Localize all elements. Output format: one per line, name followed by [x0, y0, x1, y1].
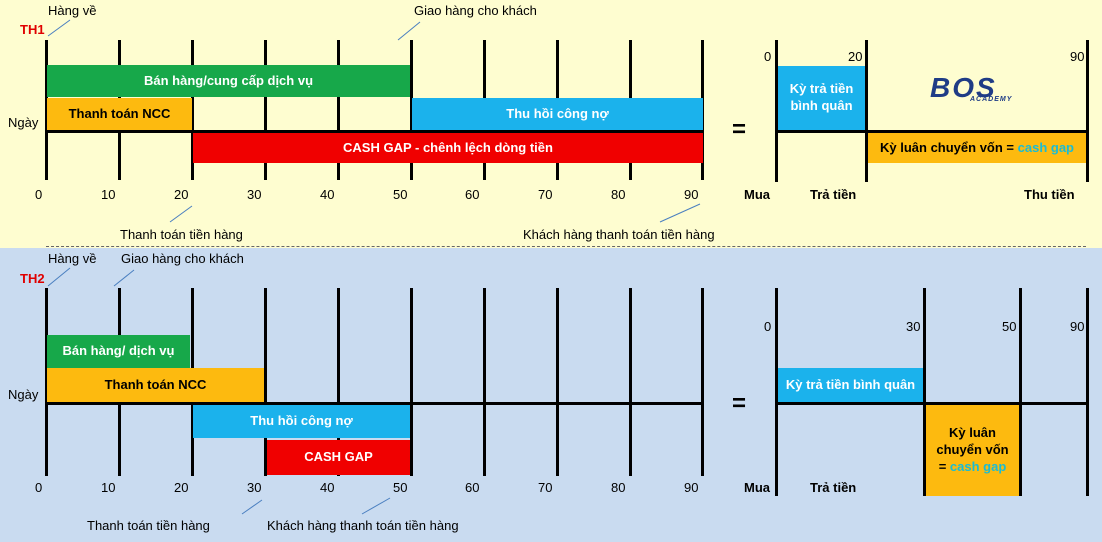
th2-equals-sign: =	[732, 390, 747, 417]
th2-tick-0: 0	[35, 480, 43, 495]
th1-label: TH1	[20, 22, 45, 37]
th1-khach-hang-tt-label: Khách hàng thanh toán tiền hàng	[523, 227, 715, 242]
th2-right-line-mua	[775, 288, 778, 496]
th2-ky-luan-chuyen-line1: Kỳ luân	[949, 425, 996, 441]
th1-tick-0: 0	[35, 187, 43, 202]
th1-tra-tien-label: Trả tiền	[810, 187, 857, 202]
th2-tick-line-70	[556, 288, 559, 476]
th2-tick-20: 20	[174, 480, 189, 495]
th1-tick-80: 80	[611, 187, 626, 202]
th2-giao-hang-label: Giao hàng cho khách	[121, 251, 244, 266]
th2-tick-40: 40	[320, 480, 335, 495]
section-divider	[46, 246, 1086, 247]
th2-ky-luan-chuyen-line2: chuyển vốn	[936, 442, 1009, 458]
th2-tick-60: 60	[465, 480, 480, 495]
th1-tick-line-50	[410, 40, 413, 180]
th2-cash-gap-bar: CASH GAP	[267, 440, 410, 475]
th1-right-tick-20: 20	[848, 49, 863, 64]
th2-tick-line-30	[264, 288, 267, 476]
th2-ky-luan-chuyen-line3: = cash gap	[938, 458, 1007, 474]
th1-tick-line-20	[191, 40, 194, 180]
logo-main-text: BOS	[930, 72, 997, 103]
th1-day-axis	[46, 130, 704, 133]
th2-label: TH2	[20, 271, 45, 286]
th1-tick-90: 90	[684, 187, 699, 202]
th1-right-tick-0: 0	[764, 49, 772, 64]
th2-right-tick-50: 50	[1002, 319, 1017, 334]
th2-tick-line-40	[337, 288, 340, 476]
th2-right-line-tra-tien	[923, 288, 926, 496]
th1-right-line-mua	[775, 40, 778, 182]
th2-callout-lines	[47, 267, 391, 515]
th2-ky-tra-tien-bar: Kỳ trả tiền bình quân	[778, 368, 923, 402]
th2-tick-50: 50	[393, 480, 408, 495]
th2-tick-30: 30	[247, 480, 262, 495]
th1-right-line-tra-tien	[865, 40, 868, 182]
th1-ky-luan-chuyen-bar: Kỳ luân chuyển vốn = cash gap	[868, 133, 1086, 163]
th2-right-axis	[777, 402, 1087, 405]
th2-hang-ve-label: Hàng về	[48, 251, 97, 266]
th2-thu-hoi-bar: Thu hồi công nợ	[193, 405, 410, 438]
th1-tick-70: 70	[538, 187, 553, 202]
th1-right-tick-90: 90	[1070, 49, 1085, 64]
th1-cash-gap-bar: CASH GAP - chênh lệch dòng tiền	[193, 133, 703, 163]
th1-thu-tien-label: Thu tiền	[1024, 187, 1075, 202]
th2-tick-line-0	[45, 288, 48, 476]
th1-giao-hang-label: Giao hàng cho khách	[414, 3, 537, 18]
th1-tick-50: 50	[393, 187, 408, 202]
th2-right-line-90	[1086, 288, 1089, 496]
th1-tick-40: 40	[320, 187, 335, 202]
th2-tick-10: 10	[101, 480, 116, 495]
th2-tick-line-50	[410, 288, 413, 476]
th1-mua-label: Mua	[744, 187, 770, 202]
th2-tick-70: 70	[538, 480, 553, 495]
th2-right-tick-90: 90	[1070, 319, 1085, 334]
th2-tra-tien-label: Trả tiền	[810, 480, 857, 495]
th1-tick-10: 10	[101, 187, 116, 202]
th1-tick-line-40	[337, 40, 340, 180]
th1-callout-lines	[47, 19, 701, 223]
th2-khach-hang-tt-label: Khách hàng thanh toán tiền hàng	[267, 518, 459, 533]
th1-thanh-toan-tien-hang-label: Thanh toán tiền hàng	[120, 227, 243, 242]
th1-ngay-label: Ngày	[8, 115, 39, 130]
th2-tick-80: 80	[611, 480, 626, 495]
th1-tick-line-0	[45, 40, 48, 180]
th1-hang-ve-label: Hàng về	[48, 3, 97, 18]
th2-cash-gap-text: cash gap	[949, 458, 1007, 474]
th2-right-tick-30: 30	[906, 319, 921, 334]
th1-equals-sign: =	[732, 116, 747, 143]
th1-ky-tra-tien-bar: Kỳ trả tiền bình quân	[778, 66, 865, 130]
logo-sub-text: ACADEMY	[970, 96, 1013, 103]
th2-right-line-50	[1019, 288, 1022, 496]
th2-right-tick-0: 0	[764, 319, 772, 334]
th2-thanh-toan-ncc-bar: Thanh toán NCC	[47, 368, 264, 402]
th1-ban-hang-bar: Bán hàng/cung cấp dịch vụ	[47, 65, 410, 97]
th2-ban-hang-bar: Bán hàng/ dịch vụ	[47, 335, 190, 368]
th2-ngay-label: Ngày	[8, 387, 39, 402]
th1-tick-60: 60	[465, 187, 480, 202]
bos-academy-logo: BOS ACADEMY	[930, 74, 1034, 104]
th1-right-line-thu-tien	[1086, 40, 1089, 182]
th2-tick-line-60	[483, 288, 486, 476]
th2-day-axis	[46, 402, 704, 405]
th1-tick-20: 20	[174, 187, 189, 202]
th1-thu-hoi-bar: Thu hồi công nợ	[412, 98, 703, 130]
th2-ky-luan-chuyen-bar: Kỳ luân chuyển vốn = cash gap	[926, 405, 1019, 496]
th1-tick-30: 30	[247, 187, 262, 202]
th1-thanh-toan-ncc-bar: Thanh toán NCC	[47, 98, 192, 130]
th2-tick-line-90	[701, 288, 704, 476]
th1-tick-line-30	[264, 40, 267, 180]
th2-tick-line-80	[629, 288, 632, 476]
th2-thanh-toan-tien-hang-label: Thanh toán tiền hàng	[87, 518, 210, 533]
th2-tick-90: 90	[684, 480, 699, 495]
th2-mua-label: Mua	[744, 480, 770, 495]
th1-right-axis	[777, 130, 1087, 133]
